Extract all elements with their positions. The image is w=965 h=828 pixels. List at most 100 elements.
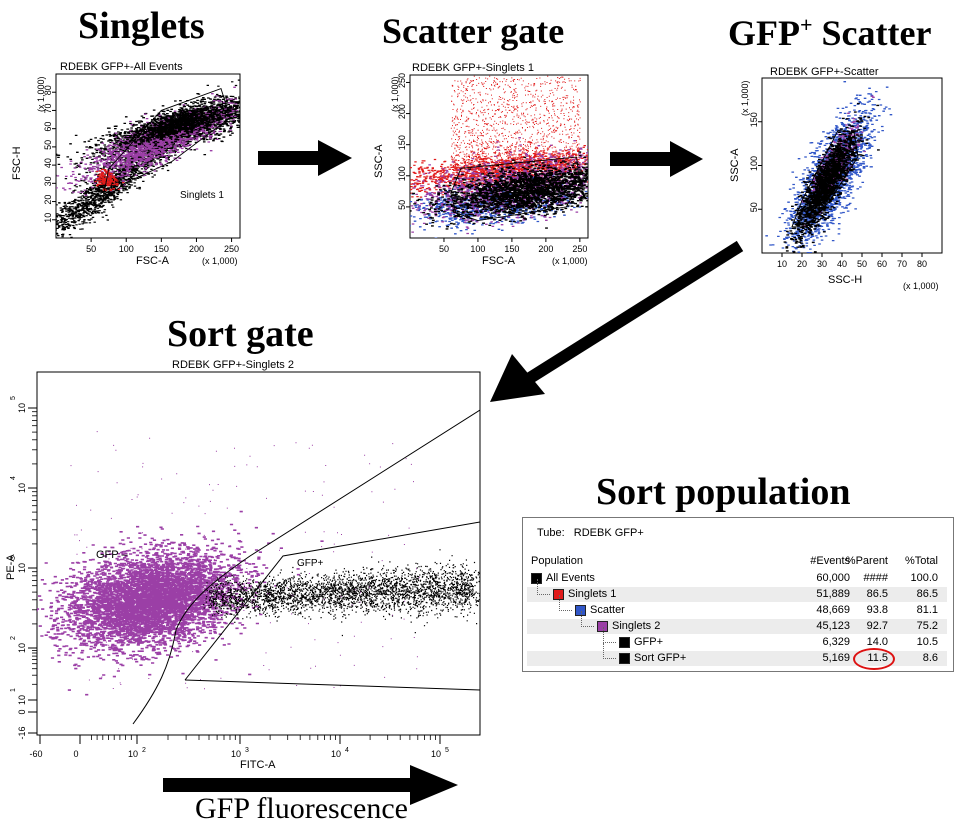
singlets-ytick-label-7: 80 [43, 85, 53, 95]
tube-label: Tube: [537, 527, 565, 539]
population-events: 60,000 [816, 572, 850, 584]
gfp-scatter-xtick-label-0: 10 [777, 259, 787, 269]
gfp-scatter-black [783, 102, 880, 253]
population-name: Singlets 1 [568, 588, 617, 600]
scatter-points [410, 75, 588, 238]
sort-ytick-exp-5: 4 [10, 476, 17, 480]
singlets-xtick-label-2: 150 [154, 244, 169, 254]
scatter-ytick-label-4: 250 [397, 73, 407, 88]
sort-ytick-exp-4: 3 [10, 556, 17, 560]
arrow-scatter-to-gfp [610, 141, 703, 177]
population-name: GFP+ [634, 636, 664, 648]
sort-black-band [203, 549, 480, 637]
sort-ytick-exp-2: 1 [10, 688, 17, 692]
population-parent-pct: 14.0 [866, 636, 888, 648]
gfp-scatter-heading-rest: Scatter [812, 13, 932, 53]
sort-ytick-exp-6: 5 [10, 396, 17, 400]
sort-xtick-exp-2: 2 [142, 747, 146, 754]
gfp-scatter-xtick-label-2: 30 [817, 259, 827, 269]
gfp-scatter-gate [791, 130, 859, 228]
arrow-singlets-to-scatter [258, 140, 352, 176]
table-row[interactable]: All Events 60,000 #### 100.0 [527, 571, 947, 586]
population-color-swatch [619, 653, 630, 664]
population-color-swatch [597, 621, 608, 632]
gfp-scatter-xtick-label-1: 20 [797, 259, 807, 269]
population-name: Sort GFP+ [634, 652, 687, 664]
tube-name: RDEBK GFP+ [573, 527, 644, 539]
scatter-black [410, 151, 588, 230]
population-total-pct: 10.5 [916, 636, 938, 648]
scatter-ylabel: SSC-A [373, 144, 385, 178]
sort-xtick-exp-5: 5 [445, 747, 449, 754]
population-total-pct: 75.2 [916, 620, 938, 632]
gfp-scatter-heading: GFP+ Scatter [728, 12, 931, 54]
sort-xtick-label-3: 10 [231, 749, 241, 759]
scatter-xtick-label-1: 100 [470, 244, 485, 254]
highlight-circle [853, 648, 895, 670]
population-name: All Events [546, 572, 595, 584]
population-events: 45,123 [816, 620, 850, 632]
population-table: Tube: RDEBK GFP+ Population #Events %Par… [522, 517, 954, 672]
table-row[interactable]: Singlets 1 51,889 86.5 86.5 [527, 579, 947, 602]
sort-xtick-exp-4: 4 [345, 747, 349, 754]
scatter-xlabel: FSC-A [482, 255, 516, 267]
population-total-pct: 8.6 [922, 652, 938, 664]
scatter-xscale: (x 1,000) [552, 256, 588, 266]
header-population: Population [531, 555, 583, 567]
singlets-ytick-label-1: 20 [43, 195, 53, 205]
singlets-ytick-label-5: 60 [43, 122, 53, 132]
tree-connector [537, 579, 550, 595]
singlets-red [94, 168, 125, 192]
gfp-scatter-heading-sup: + [799, 12, 813, 37]
sort-gate-outer [132, 409, 480, 725]
sort-ytick-label-3: 10 [17, 643, 27, 653]
scatter-xtick-label-0: 50 [439, 244, 449, 254]
table-row[interactable]: Singlets 2 45,123 92.7 75.2 [527, 611, 947, 634]
population-name: Singlets 2 [612, 620, 661, 632]
population-parent-pct: #### [863, 572, 888, 584]
population-parent-pct: 93.8 [866, 604, 888, 616]
sort-ytick-label-6: 10 [17, 403, 27, 413]
gfp-scatter-xlabel: SSC-H [828, 274, 862, 286]
table-row[interactable]: Scatter 48,669 93.8 81.1 [527, 595, 947, 618]
sort-xtick-label-5: 10 [431, 749, 441, 759]
table-row[interactable]: GFP+ 6,329 14.0 10.5 [527, 627, 947, 650]
sort-plot-title: RDEBK GFP+-Singlets 2 [172, 359, 294, 371]
scatter-ytick-label-2: 150 [397, 135, 407, 150]
singlets-xlabel: FSC-A [136, 255, 170, 267]
gfp-scatter-ytick-label-2: 150 [749, 112, 759, 127]
gfp-scatter-ytick-label-1: 100 [749, 156, 759, 171]
gfp-scatter-heading-main: GFP [728, 13, 800, 53]
singlets-xtick-label-0: 50 [86, 244, 96, 254]
scatter-ytick-label-3: 200 [397, 104, 407, 119]
sort-ytick-label-4: 10 [17, 563, 27, 573]
tree-connector [559, 595, 572, 611]
singlets-ytick-label-2: 30 [43, 176, 53, 186]
gfp-scatter-ylabel: SSC-A [729, 148, 741, 182]
sort-ylabel: PE-A [5, 554, 17, 580]
gfp-scatter-yscale: (x 1,000) [740, 80, 750, 116]
sort-gfp-plus-label: GFP+ [297, 558, 324, 569]
singlets-xtick-label-3: 200 [189, 244, 204, 254]
scatter-ytick-label-1: 100 [397, 166, 407, 181]
population-parent-pct: 92.7 [866, 620, 888, 632]
population-total-pct: 100.0 [910, 572, 938, 584]
gfp-scatter-plot-title: RDEBK GFP+-Scatter [770, 66, 879, 78]
tube-line: Tube: RDEBK GFP+ [537, 527, 650, 539]
scatter-xtick-label-4: 250 [572, 244, 587, 254]
arrow-gfp-fluorescence [163, 765, 458, 805]
sort-xtick-exp-3: 3 [245, 747, 249, 754]
sort-gate-gfp-plus [184, 521, 480, 681]
scatter-plot-title: RDEBK GFP+-Singlets 1 [412, 62, 534, 74]
tree-connector [581, 611, 594, 627]
population-events: 48,669 [816, 604, 850, 616]
singlets-black-dense [111, 96, 238, 160]
population-events: 5,169 [822, 652, 850, 664]
singlets-ytick-label-6: 70 [43, 103, 53, 113]
population-color-swatch [553, 589, 564, 600]
arrow-gfp-to-sort [490, 240, 744, 402]
gfp-scatter-xscale: (x 1,000) [903, 281, 939, 291]
gfp-scatter-xtick-label-5: 60 [877, 259, 887, 269]
scatter-gate-heading: Scatter gate [382, 11, 565, 51]
